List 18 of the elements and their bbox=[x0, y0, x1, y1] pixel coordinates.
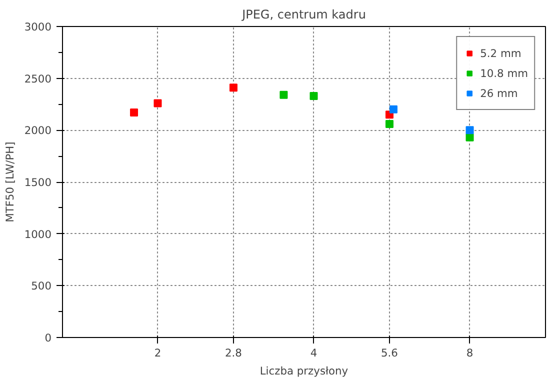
y-tick-label: 2000 bbox=[24, 124, 52, 138]
x-tick-label: 5.6 bbox=[381, 346, 398, 360]
legend-label: 26 mm bbox=[480, 86, 518, 100]
y-tick-label: 1500 bbox=[24, 176, 52, 189]
y-tick-label: 3000 bbox=[24, 20, 52, 34]
x-tick-label: 2.8 bbox=[224, 346, 242, 360]
y-tick-label: 2500 bbox=[24, 72, 52, 86]
y-axis-title: MTF50 [LW/PH] bbox=[3, 142, 16, 222]
y-tick-label: 500 bbox=[31, 280, 52, 293]
x-axis-title: Liczba przysłony bbox=[260, 364, 348, 378]
legend-label: 10.8 mm bbox=[480, 66, 528, 80]
x-tick-label: 8 bbox=[466, 346, 474, 360]
y-tick-label: 0 bbox=[44, 332, 52, 344]
chart-title: JPEG, centrum kadru bbox=[241, 8, 366, 22]
x-tick-label: 4 bbox=[310, 346, 318, 360]
y-tick-label: 1000 bbox=[24, 228, 52, 241]
legend-label: 5.2 mm bbox=[480, 46, 522, 60]
x-tick-label: 2 bbox=[154, 346, 162, 360]
